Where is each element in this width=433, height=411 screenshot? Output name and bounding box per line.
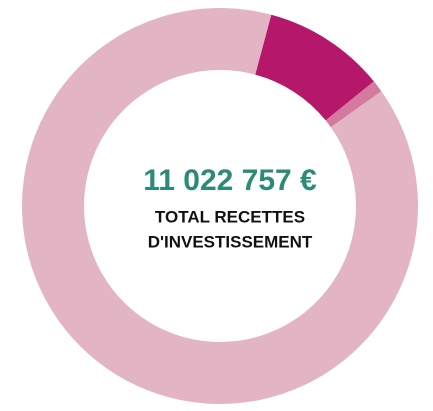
- donut-segment: [255, 14, 374, 121]
- donut: [22, 7, 418, 404]
- center-value: 11 022 757 €: [143, 164, 317, 197]
- donut-segment: [22, 7, 418, 404]
- donut-segment: [325, 81, 382, 128]
- center-label: TOTAL RECETTES: [155, 207, 305, 226]
- center-label: D'INVESTISSEMENT: [148, 232, 313, 251]
